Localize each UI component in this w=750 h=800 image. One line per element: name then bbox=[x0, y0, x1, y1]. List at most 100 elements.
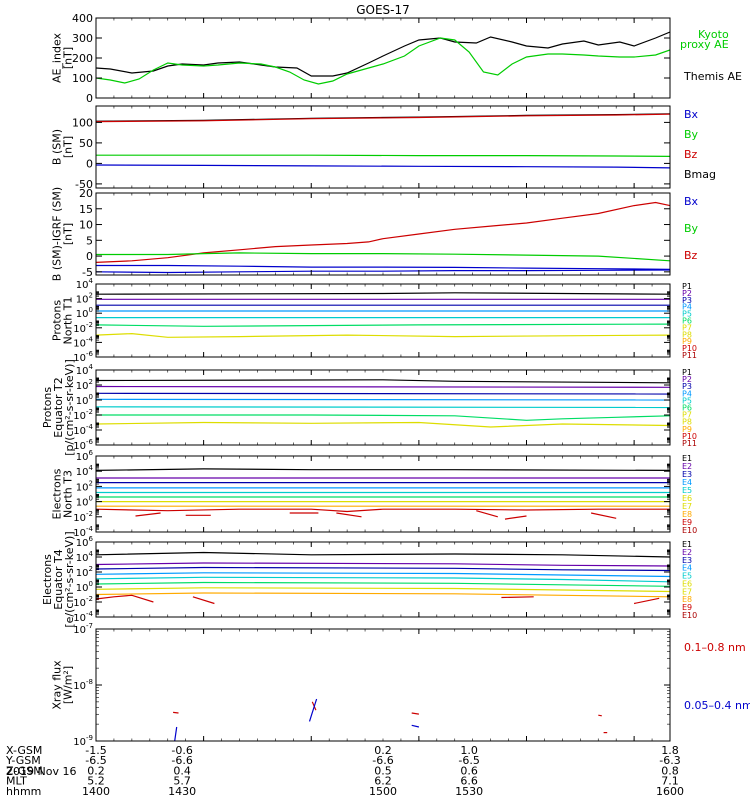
axis-row-value: 1.8 bbox=[661, 744, 679, 757]
y-tick-label: 106 bbox=[76, 535, 94, 549]
axis-row-value: 1400 bbox=[82, 785, 110, 798]
axis-row-value: 6.2 bbox=[374, 775, 392, 788]
y-axis-label: Protons bbox=[51, 300, 64, 341]
y-tick-label: 10 bbox=[79, 219, 93, 232]
y-axis-label: [nT] bbox=[62, 47, 75, 69]
axis-row-value: 1.0 bbox=[460, 744, 478, 757]
series-line-red bbox=[135, 512, 161, 517]
axis-row-name: Y-GSM bbox=[5, 754, 41, 767]
series-line-red bbox=[96, 508, 670, 513]
legend-entry: Bz bbox=[684, 148, 698, 161]
y-axis-label: [nT] bbox=[62, 223, 75, 245]
series-group bbox=[96, 113, 670, 169]
axis-row-value: 6.6 bbox=[460, 775, 478, 788]
legend-entry: P7 bbox=[682, 411, 692, 420]
series-line-black bbox=[96, 31, 670, 77]
legend-entry: E7 bbox=[682, 502, 692, 511]
y-tick-label: 104 bbox=[76, 363, 94, 377]
series-line-red bbox=[411, 712, 419, 715]
y-tick-label: 102 bbox=[76, 292, 93, 306]
series-line-red bbox=[633, 597, 660, 605]
series-line-blue bbox=[308, 698, 318, 722]
legend-entry: Kyoto bbox=[698, 28, 729, 41]
y-tick-label: 10-2 bbox=[73, 595, 93, 609]
legend-entry: P3 bbox=[682, 382, 692, 391]
legend-entry: P4 bbox=[682, 303, 692, 312]
series-group bbox=[96, 201, 670, 274]
series-line-red bbox=[96, 594, 154, 603]
y-tick-label: 20 bbox=[79, 187, 93, 200]
legend-entry: E7 bbox=[682, 587, 692, 596]
legend-entry: P3 bbox=[682, 296, 692, 305]
legend-entry: E2 bbox=[682, 462, 692, 471]
series-line-blue bbox=[174, 726, 178, 741]
axis-row-value: 0.2 bbox=[374, 744, 392, 757]
y-axis-label: Xray flux bbox=[51, 660, 64, 710]
plot-title: GOES-17 bbox=[356, 3, 410, 17]
series-line-cyan bbox=[96, 576, 670, 583]
series-line-red bbox=[336, 512, 362, 518]
legend-entry: E9 bbox=[682, 603, 692, 612]
y-axis-label: [p/(cm²-s-sr-keV)] bbox=[63, 359, 76, 456]
y-tick-label: 102 bbox=[76, 479, 93, 493]
legend-entry: E4 bbox=[682, 564, 692, 573]
y-tick-label: 200 bbox=[72, 52, 93, 65]
panel-frame bbox=[95, 628, 671, 742]
series-line-red bbox=[476, 510, 498, 518]
series-line-black bbox=[96, 468, 670, 471]
series-line-purple bbox=[96, 562, 670, 567]
legend-entry: Bz bbox=[684, 249, 698, 262]
y-axis-label: [e/(cm²-s-sr-keV)] bbox=[63, 531, 76, 627]
series-line-red bbox=[501, 596, 534, 599]
legend-entry: P5 bbox=[682, 310, 692, 319]
panel-bdiff: -5 0 5 10 15 20 B (SM)-IGRF (SM)[nT] Bx By Bz bbox=[51, 187, 699, 281]
legend-entry: E1 bbox=[682, 540, 692, 549]
series-line-red bbox=[96, 113, 670, 123]
y-tick-label: 102 bbox=[76, 565, 93, 579]
legend-entry: P9 bbox=[682, 425, 692, 434]
legend-entry: P10 bbox=[682, 344, 697, 353]
y-tick-label: 0 bbox=[86, 92, 93, 105]
y-tick-label: 104 bbox=[76, 277, 94, 291]
y-tick-label: 0 bbox=[86, 157, 93, 170]
legend-entry: E8 bbox=[682, 510, 692, 519]
legend-entry: E10 bbox=[682, 526, 697, 535]
axis-row-name: MLT bbox=[6, 775, 27, 788]
series-line-green bbox=[96, 252, 670, 262]
y-tick-label: 10-4 bbox=[73, 423, 93, 437]
legend-entry: P8 bbox=[682, 418, 692, 427]
series-line-red bbox=[173, 711, 179, 714]
series-group bbox=[96, 31, 670, 85]
series-line-red bbox=[590, 512, 617, 519]
y-tick-label: 100 bbox=[76, 393, 93, 407]
legend-entry: P7 bbox=[682, 323, 692, 332]
y-axis-label: B (SM) bbox=[51, 129, 64, 165]
series-group bbox=[96, 292, 670, 338]
series-line-lgreen bbox=[96, 581, 670, 587]
y-tick-label: 10-2 bbox=[73, 321, 93, 335]
series-line-dblue bbox=[96, 392, 670, 395]
legend-entry: P8 bbox=[682, 330, 692, 339]
series-line-yellow bbox=[96, 332, 670, 338]
legend-entry: E1 bbox=[682, 454, 692, 463]
legend-entry: P9 bbox=[682, 337, 692, 346]
y-tick-label: 10-2 bbox=[73, 510, 93, 524]
legend-entry: E6 bbox=[682, 494, 692, 503]
axis-row-value: 0.4 bbox=[173, 764, 191, 777]
axis-row-value: -6.6 bbox=[372, 754, 393, 767]
y-tick-label: 10-7 bbox=[73, 622, 93, 636]
axis-row-value: 1500 bbox=[369, 785, 397, 798]
series-line-black bbox=[96, 292, 670, 295]
y-tick-label: 50 bbox=[79, 137, 93, 150]
series-line-black bbox=[96, 551, 670, 558]
series-line-yellow bbox=[96, 587, 670, 593]
legend-entry: E5 bbox=[682, 572, 692, 581]
legend-entry: Bx bbox=[684, 108, 699, 121]
